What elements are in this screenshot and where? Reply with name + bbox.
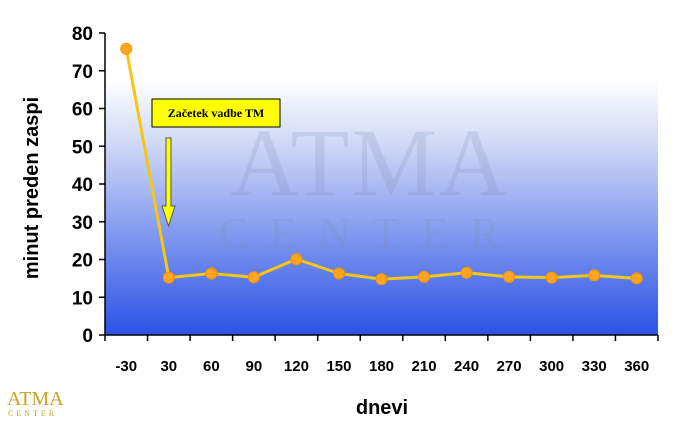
watermark: ATMA CENTER xyxy=(218,109,521,258)
logo-sub: CENTER xyxy=(8,409,57,418)
x-tick-label: 90 xyxy=(246,358,263,375)
x-tick-label: 240 xyxy=(454,358,479,375)
y-tick-label: 20 xyxy=(72,251,93,272)
y-tick-label: 80 xyxy=(72,24,93,45)
x-axis-title: dnevi xyxy=(356,397,408,419)
x-tick-label: 360 xyxy=(624,358,649,375)
x-tick-label: 270 xyxy=(497,358,522,375)
annotation-label: Začetek vadbe TM xyxy=(168,106,264,120)
x-tick-label: 150 xyxy=(326,358,351,375)
series-line xyxy=(120,42,643,286)
x-tick-label: 210 xyxy=(412,358,437,375)
y-tick-label: 0 xyxy=(82,326,93,347)
y-tick-label: 30 xyxy=(72,213,93,234)
x-tick-label: 30 xyxy=(160,358,177,375)
data-point xyxy=(205,267,218,280)
data-point xyxy=(545,271,558,284)
data-point xyxy=(630,272,643,285)
x-tick-label: 300 xyxy=(539,358,564,375)
y-ticks: 0 10 20 30 40 50 60 70 80 xyxy=(72,24,105,347)
data-point xyxy=(418,270,431,283)
y-tick-label: 50 xyxy=(72,137,93,158)
data-point xyxy=(375,273,388,286)
x-tick-label: 120 xyxy=(284,358,309,375)
data-point xyxy=(247,271,260,284)
data-point xyxy=(588,269,601,282)
annotation-arrow xyxy=(161,137,176,228)
y-tick-label: 60 xyxy=(72,100,93,121)
y-tick-label: 40 xyxy=(72,175,93,196)
logo-main: ATMA xyxy=(7,388,64,410)
y-tick-label: 70 xyxy=(72,62,93,83)
x-ticks: -30 30 60 90 120 150 180 210 240 270 300 330 360 xyxy=(104,335,659,375)
y-axis-title: minut preden zaspi xyxy=(21,97,43,279)
y-tick-label: 10 xyxy=(72,288,93,309)
annotation-box xyxy=(151,98,281,128)
x-tick-label: 60 xyxy=(203,358,220,375)
data-point xyxy=(120,42,133,55)
watermark-sub: CENTER xyxy=(218,209,521,258)
data-point xyxy=(503,270,516,283)
x-tick-label: 180 xyxy=(369,358,394,375)
data-point xyxy=(460,266,473,279)
data-point xyxy=(162,271,175,284)
brand-logo: ATMA CENTER xyxy=(7,388,64,418)
data-point xyxy=(290,253,303,266)
annotation: Začetek vadbe TM xyxy=(151,98,281,228)
data-point xyxy=(332,267,345,280)
x-tick-label: -30 xyxy=(115,358,137,375)
x-tick-label: 330 xyxy=(582,358,607,375)
